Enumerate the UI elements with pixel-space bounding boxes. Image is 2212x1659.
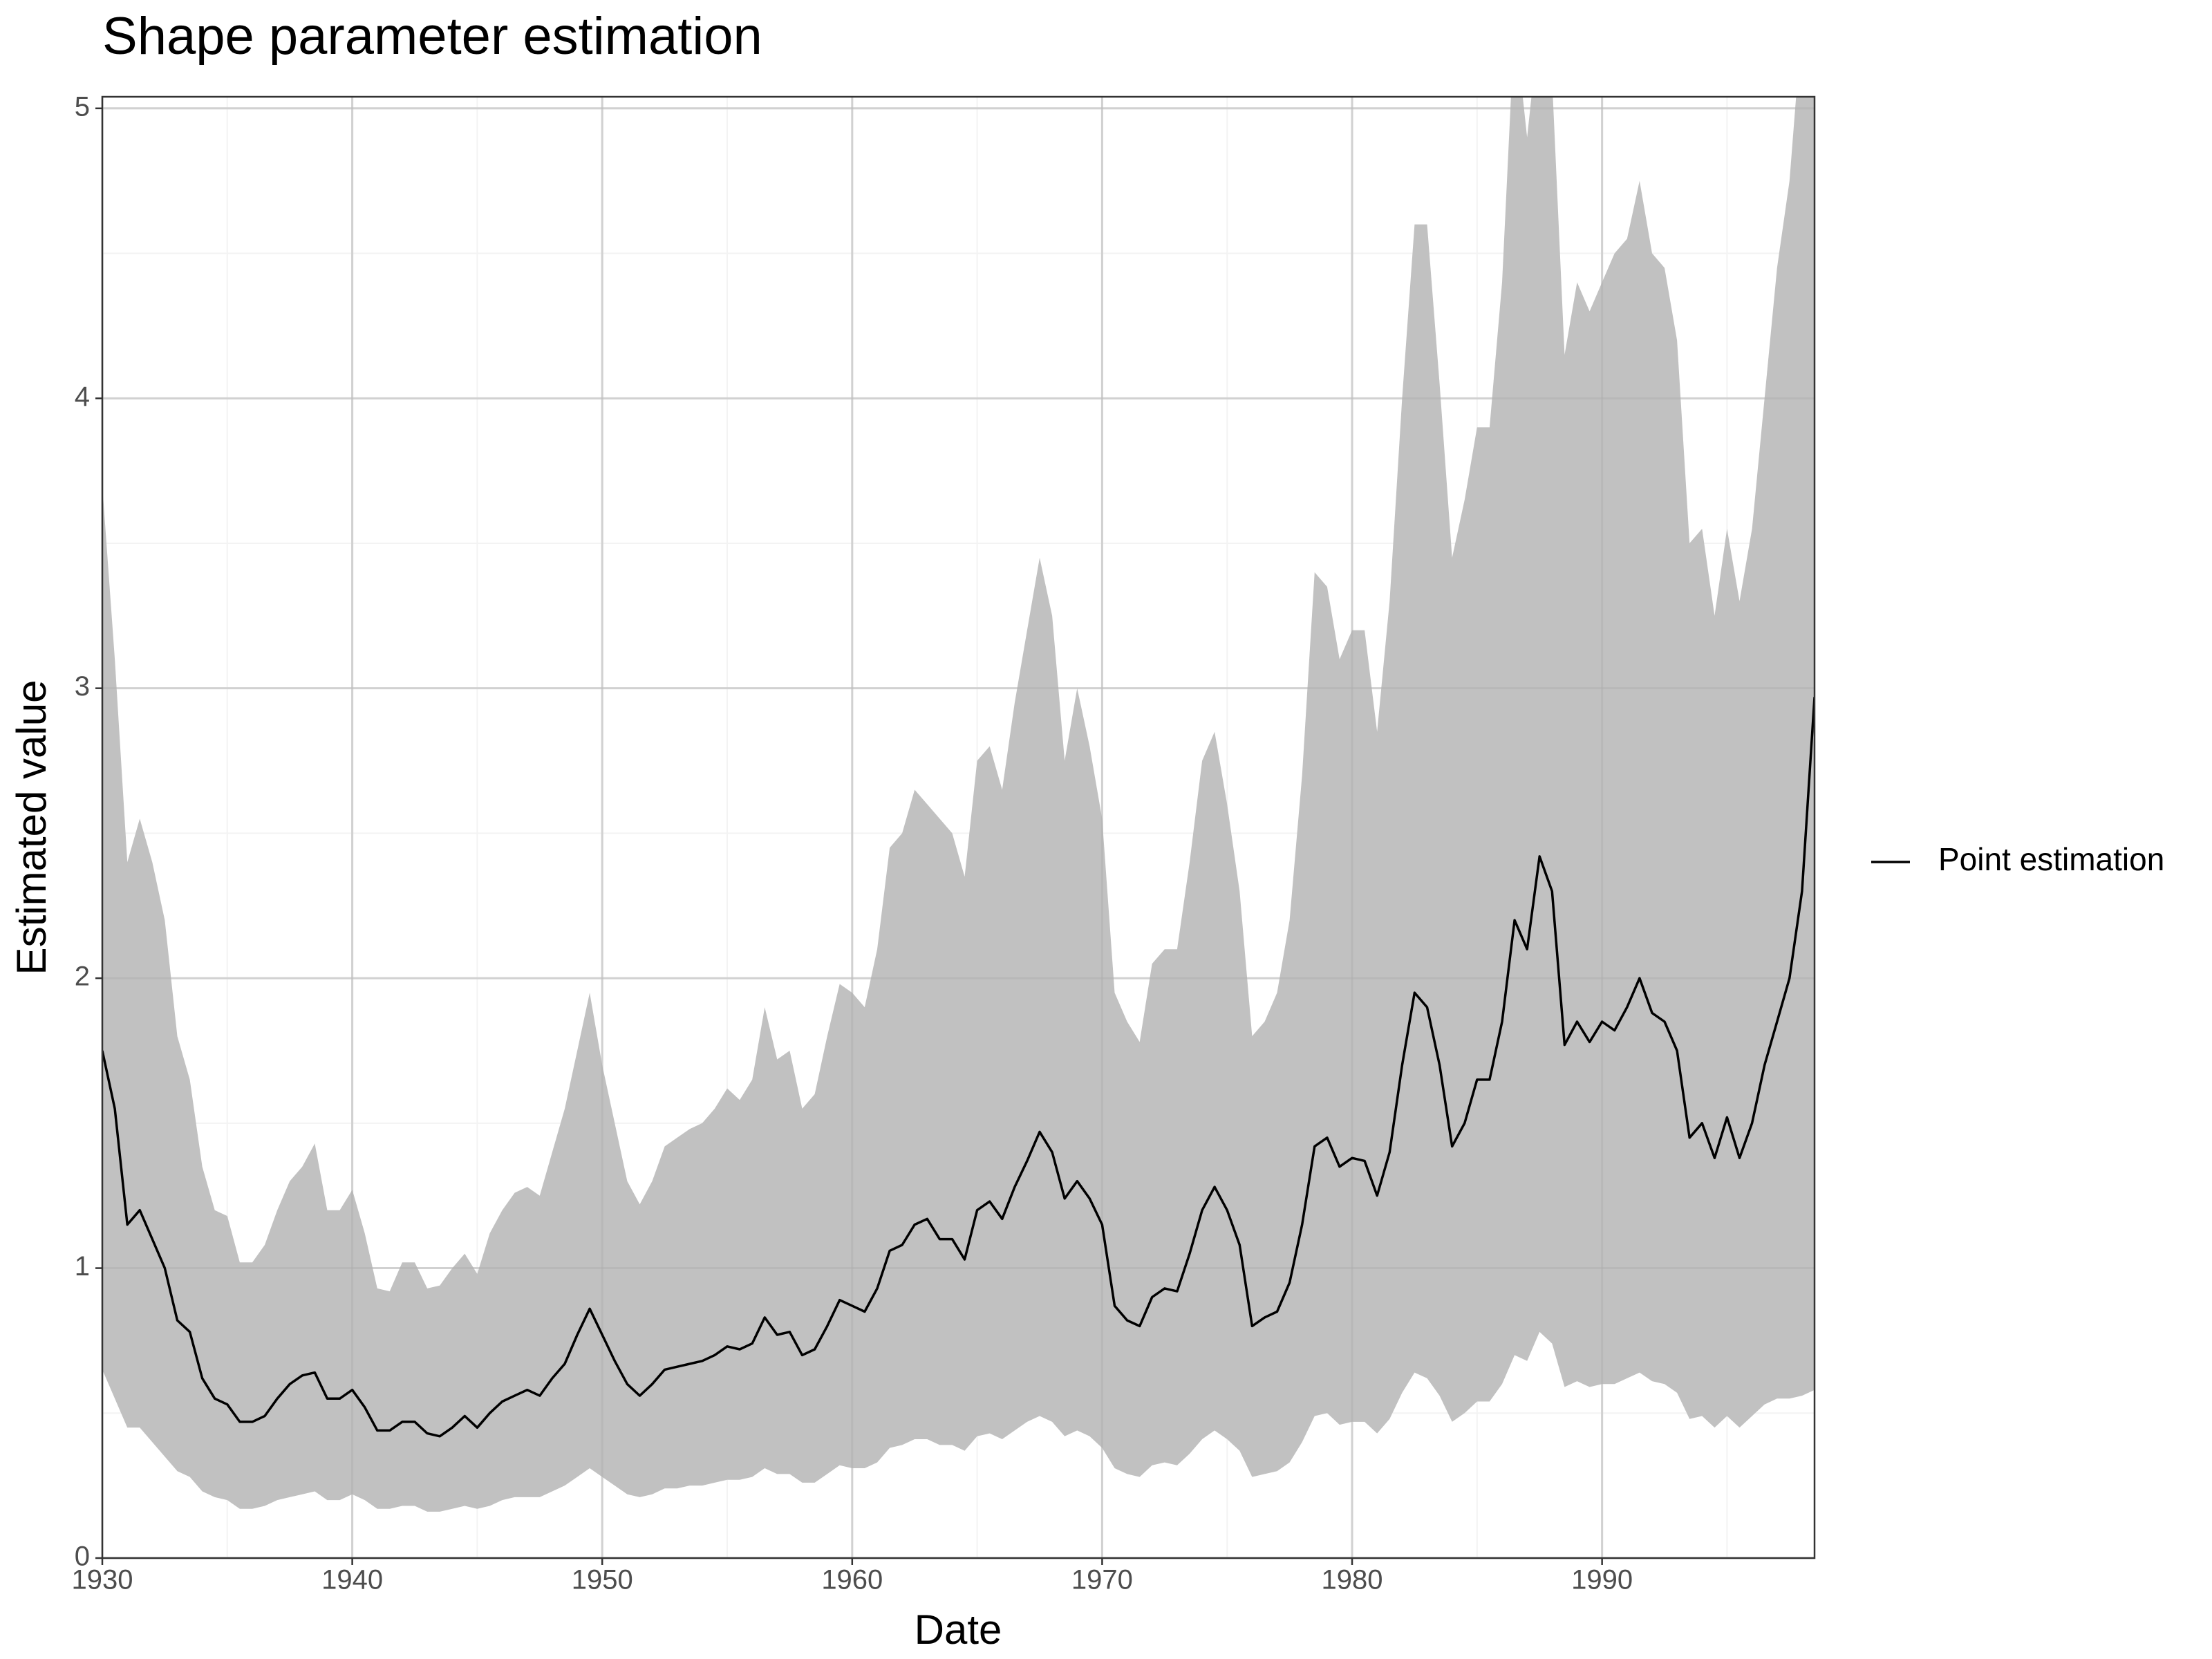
- legend-label: Point estimation: [1938, 841, 2164, 877]
- y-tick-label: 4: [75, 382, 90, 412]
- confidence-band: [102, 97, 1815, 1512]
- x-tick-label: 1930: [72, 1565, 133, 1595]
- plot-area: [102, 97, 1815, 1558]
- x-tick-label: 1990: [1571, 1565, 1633, 1595]
- x-tick-label: 1970: [1071, 1565, 1133, 1595]
- x-tick-label: 1960: [821, 1565, 883, 1595]
- axes: 1930 1940 1950 1960 1970 1980 1990 0 1 2 3 4 5: [72, 91, 1633, 1595]
- y-tick-label: 1: [75, 1251, 90, 1282]
- chart-title: Shape parameter estimation: [102, 7, 762, 66]
- panel-border: [101, 95, 1816, 1559]
- y-tick-label: 5: [75, 91, 90, 122]
- x-tick-label: 1980: [1322, 1565, 1383, 1595]
- y-axis-title: Estimated value: [8, 680, 55, 975]
- series-line: [102, 697, 1815, 1438]
- x-tick-label: 1950: [572, 1565, 633, 1595]
- x-tick-label: 1940: [321, 1565, 383, 1595]
- y-tick-label: 2: [75, 962, 90, 992]
- legend: Point estimation: [1871, 841, 2164, 877]
- y-tick-label: 3: [75, 671, 90, 702]
- y-tick-label: 0: [75, 1541, 90, 1572]
- x-axis-title: Date: [915, 1606, 1002, 1653]
